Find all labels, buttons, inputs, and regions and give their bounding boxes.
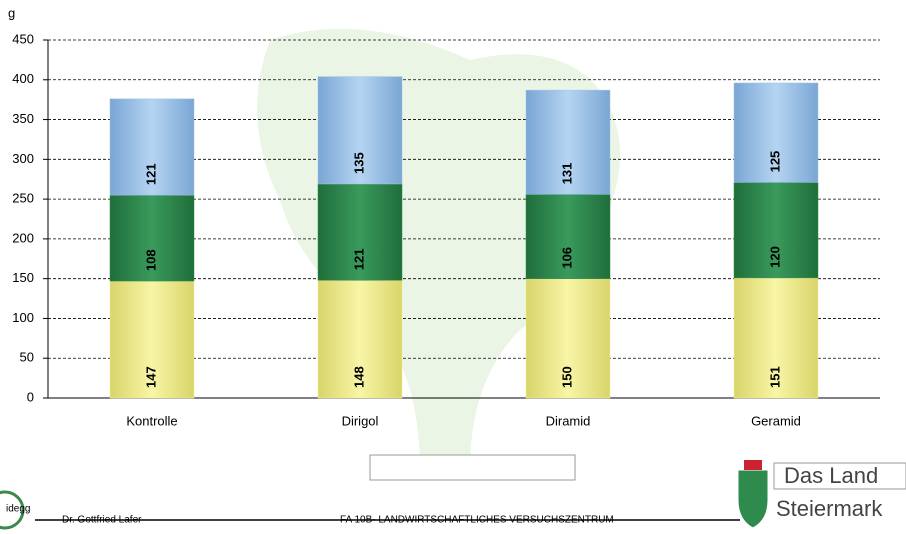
- y-tick-label: 450: [12, 31, 34, 46]
- y-tick-label: 350: [12, 111, 34, 126]
- bar-segment: [733, 277, 819, 399]
- legend-box: [369, 454, 576, 481]
- y-tick-label: 250: [12, 191, 34, 206]
- bar-segment: [733, 82, 819, 183]
- coat-of-arms: [737, 469, 769, 529]
- data-label: 135: [351, 152, 366, 174]
- bar-segment: [525, 194, 611, 279]
- y-tick-label: 100: [12, 310, 34, 325]
- plot: 0 50 100 150 200 250 300 350 400 450 Kontrolle 147 1…: [12, 31, 880, 474]
- bar-segment: [109, 280, 195, 399]
- crown: [744, 460, 762, 470]
- x-tick-label: Diramid: [546, 413, 591, 428]
- data-label: 150: [559, 366, 574, 388]
- bar-segment: [317, 280, 403, 399]
- y-tick-label: 200: [12, 230, 34, 245]
- bar-segment: [317, 76, 403, 185]
- data-label: 151: [767, 366, 782, 388]
- x-tick-label: Geramid: [751, 413, 801, 428]
- logo-box: [773, 462, 906, 490]
- data-label: 106: [559, 247, 574, 269]
- data-label: 108: [143, 249, 158, 271]
- footer-left: idegg: [6, 504, 30, 515]
- bar-segment: [109, 194, 195, 282]
- x-tick-label: Kontrolle: [126, 413, 177, 428]
- y-tick-label: 400: [12, 71, 34, 86]
- footer-center: FA 10B- LANDWIRTSCHAFTLICHES VERSUCHSZEN…: [340, 515, 614, 526]
- bar-segment: [525, 89, 611, 195]
- logo-line1: Das Land: [784, 463, 878, 488]
- data-label: 148: [351, 366, 366, 388]
- data-label: 120: [767, 246, 782, 268]
- footer-author: Dr. Gottfried Lafer: [62, 515, 142, 526]
- x-tick-label: Dirigol: [342, 413, 379, 428]
- y-tick-label: 150: [12, 270, 34, 285]
- y-axis-label: g: [8, 5, 15, 20]
- data-label: 125: [767, 151, 782, 173]
- y-tick-label: 300: [12, 151, 34, 166]
- data-label: 121: [351, 249, 366, 271]
- bar-segment: [317, 183, 403, 281]
- y-tick-label: 0: [27, 389, 34, 404]
- bar-segment: [733, 182, 819, 279]
- data-label: 131: [559, 163, 574, 185]
- y-tick-label: 50: [20, 350, 34, 365]
- data-label: 147: [143, 366, 158, 388]
- left-logo: [0, 490, 25, 530]
- bar-segment: [525, 278, 611, 399]
- data-label: 121: [143, 163, 158, 185]
- logo-line2: Steiermark: [776, 496, 883, 521]
- bar-segment: [109, 98, 195, 196]
